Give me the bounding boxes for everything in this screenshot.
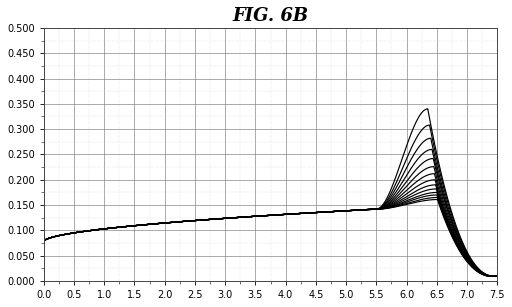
Title: FIG. 6B: FIG. 6B: [232, 7, 309, 25]
